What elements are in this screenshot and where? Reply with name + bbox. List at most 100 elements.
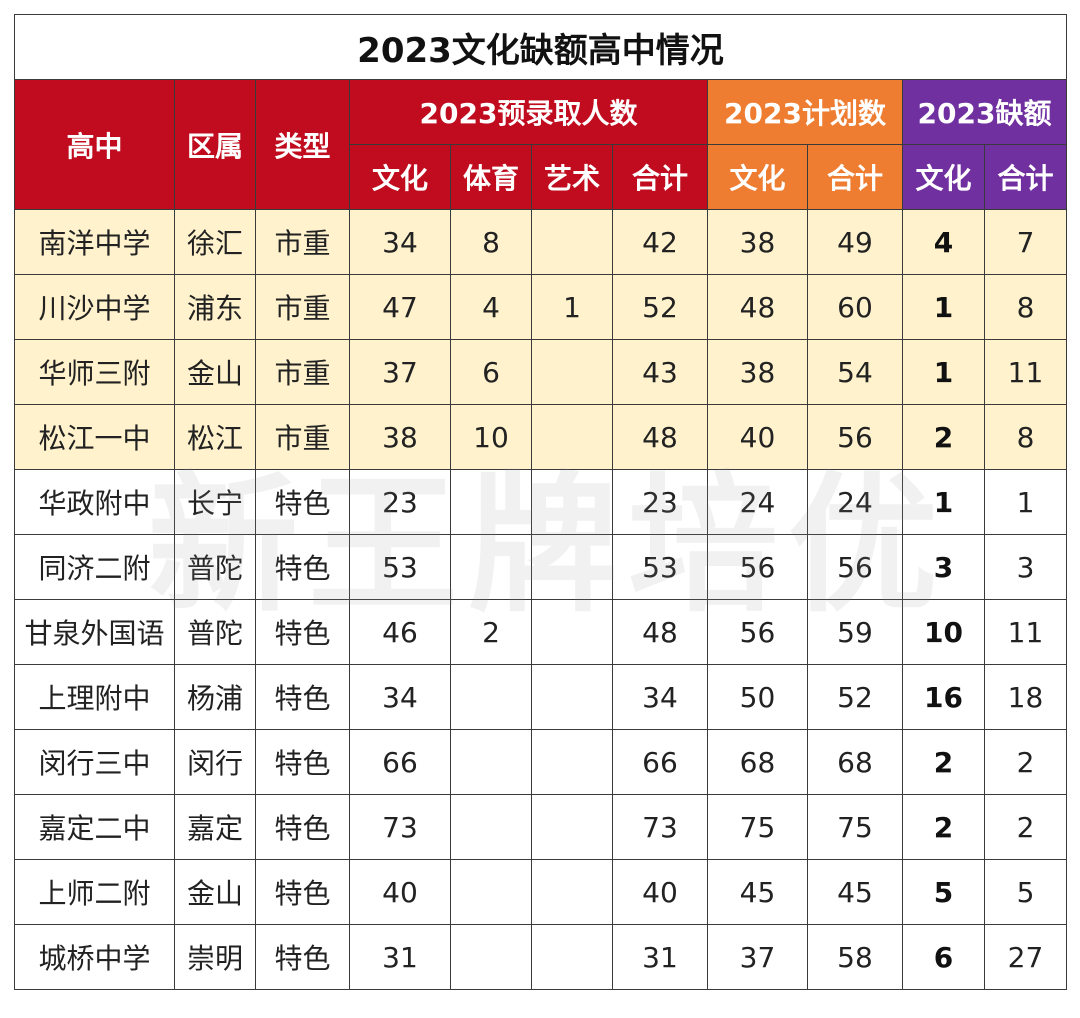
- cell-type: 特色: [255, 924, 350, 990]
- cell-school: 同济二附: [14, 534, 175, 600]
- cell-pre-total: 43: [612, 339, 708, 405]
- cell-district: 徐汇: [174, 209, 256, 275]
- header-pre-culture: 文化: [349, 144, 451, 210]
- table-row: 华政附中 长宁 特色 23 23 24 24 1 1: [14, 469, 1067, 535]
- cell-gap-culture: 2: [902, 794, 985, 860]
- cell-pre-culture: 34: [349, 664, 451, 730]
- cell-plan-total: 60: [807, 274, 903, 340]
- cell-pre-arts: [531, 729, 613, 795]
- cell-plan-total: 54: [807, 339, 903, 405]
- cell-pre-sports: 6: [450, 339, 532, 405]
- shortfall-table: 2023文化缺额高中情况 高中 区属 类型 2023预录取人数 2023计划数 …: [14, 14, 1067, 990]
- cell-plan-culture: 38: [707, 339, 808, 405]
- cell-pre-total: 73: [612, 794, 708, 860]
- header-gap-culture: 文化: [902, 144, 985, 210]
- cell-pre-total: 48: [612, 404, 708, 470]
- header-pre-admission-group: 2023预录取人数: [349, 79, 708, 145]
- cell-gap-culture: 3: [902, 534, 985, 600]
- cell-school: 华师三附: [14, 339, 175, 405]
- table-row: 松江一中 松江 市重 38 10 48 40 56 2 8: [14, 404, 1067, 470]
- cell-district: 长宁: [174, 469, 256, 535]
- cell-type: 特色: [255, 664, 350, 730]
- cell-pre-sports: [450, 729, 532, 795]
- cell-gap-total: 8: [984, 274, 1067, 340]
- cell-gap-culture: 16: [902, 664, 985, 730]
- cell-school: 嘉定二中: [14, 794, 175, 860]
- cell-school: 闵行三中: [14, 729, 175, 795]
- cell-type: 特色: [255, 794, 350, 860]
- cell-plan-total: 45: [807, 859, 903, 925]
- cell-type: 特色: [255, 599, 350, 665]
- cell-pre-sports: [450, 859, 532, 925]
- cell-plan-culture: 56: [707, 534, 808, 600]
- table-row: 嘉定二中 嘉定 特色 73 73 75 75 2 2: [14, 794, 1067, 860]
- cell-type: 市重: [255, 339, 350, 405]
- cell-pre-total: 40: [612, 859, 708, 925]
- table-row: 同济二附 普陀 特色 53 53 56 56 3 3: [14, 534, 1067, 600]
- cell-pre-sports: 2: [450, 599, 532, 665]
- cell-district: 闵行: [174, 729, 256, 795]
- cell-school: 上师二附: [14, 859, 175, 925]
- cell-gap-culture: 10: [902, 599, 985, 665]
- cell-pre-culture: 53: [349, 534, 451, 600]
- cell-gap-total: 1: [984, 469, 1067, 535]
- table-row: 川沙中学 浦东 市重 47 4 1 52 48 60 1 8: [14, 274, 1067, 340]
- cell-gap-total: 11: [984, 339, 1067, 405]
- header-plan-culture: 文化: [707, 144, 808, 210]
- cell-pre-culture: 47: [349, 274, 451, 340]
- cell-pre-culture: 46: [349, 599, 451, 665]
- header-school: 高中: [14, 79, 175, 210]
- cell-pre-sports: 10: [450, 404, 532, 470]
- table-row: 上理附中 杨浦 特色 34 34 50 52 16 18: [14, 664, 1067, 730]
- cell-plan-culture: 40: [707, 404, 808, 470]
- cell-gap-total: 27: [984, 924, 1067, 990]
- cell-pre-arts: [531, 794, 613, 860]
- cell-pre-sports: [450, 794, 532, 860]
- cell-pre-arts: [531, 664, 613, 730]
- cell-gap-total: 7: [984, 209, 1067, 275]
- cell-plan-total: 58: [807, 924, 903, 990]
- cell-school: 华政附中: [14, 469, 175, 535]
- cell-plan-culture: 24: [707, 469, 808, 535]
- cell-plan-total: 52: [807, 664, 903, 730]
- cell-plan-culture: 68: [707, 729, 808, 795]
- header-pre-total: 合计: [612, 144, 708, 210]
- cell-pre-total: 52: [612, 274, 708, 340]
- table-body: 南洋中学 徐汇 市重 34 8 42 38 49 4 7 川沙中学 浦东 市重 47 4 1 52 48 60 1 8 华…: [14, 209, 1067, 990]
- cell-plan-culture: 38: [707, 209, 808, 275]
- table-row: 上师二附 金山 特色 40 40 45 45 5 5: [14, 859, 1067, 925]
- cell-type: 特色: [255, 469, 350, 535]
- cell-pre-total: 23: [612, 469, 708, 535]
- cell-gap-culture: 5: [902, 859, 985, 925]
- cell-pre-culture: 31: [349, 924, 451, 990]
- cell-pre-arts: [531, 404, 613, 470]
- cell-plan-total: 24: [807, 469, 903, 535]
- header-plan-total: 合计: [807, 144, 903, 210]
- cell-pre-culture: 66: [349, 729, 451, 795]
- cell-plan-total: 68: [807, 729, 903, 795]
- header-plan-group: 2023计划数: [707, 79, 903, 145]
- cell-gap-total: 11: [984, 599, 1067, 665]
- cell-pre-culture: 34: [349, 209, 451, 275]
- table-row: 甘泉外国语 普陀 特色 46 2 48 56 59 10 11: [14, 599, 1067, 665]
- cell-school: 上理附中: [14, 664, 175, 730]
- cell-gap-total: 2: [984, 729, 1067, 795]
- cell-pre-arts: [531, 469, 613, 535]
- header-district: 区属: [174, 79, 256, 210]
- cell-pre-culture: 40: [349, 859, 451, 925]
- cell-pre-arts: [531, 339, 613, 405]
- cell-pre-arts: [531, 859, 613, 925]
- cell-district: 杨浦: [174, 664, 256, 730]
- report-table-container: 2023文化缺额高中情况 高中 区属 类型 2023预录取人数 2023计划数 …: [14, 14, 1067, 1004]
- cell-gap-culture: 1: [902, 274, 985, 340]
- cell-type: 特色: [255, 859, 350, 925]
- cell-type: 市重: [255, 274, 350, 340]
- cell-gap-culture: 1: [902, 469, 985, 535]
- cell-gap-total: 18: [984, 664, 1067, 730]
- cell-gap-culture: 2: [902, 404, 985, 470]
- cell-gap-total: 2: [984, 794, 1067, 860]
- cell-gap-total: 5: [984, 859, 1067, 925]
- cell-type: 市重: [255, 209, 350, 275]
- cell-pre-total: 42: [612, 209, 708, 275]
- cell-gap-culture: 6: [902, 924, 985, 990]
